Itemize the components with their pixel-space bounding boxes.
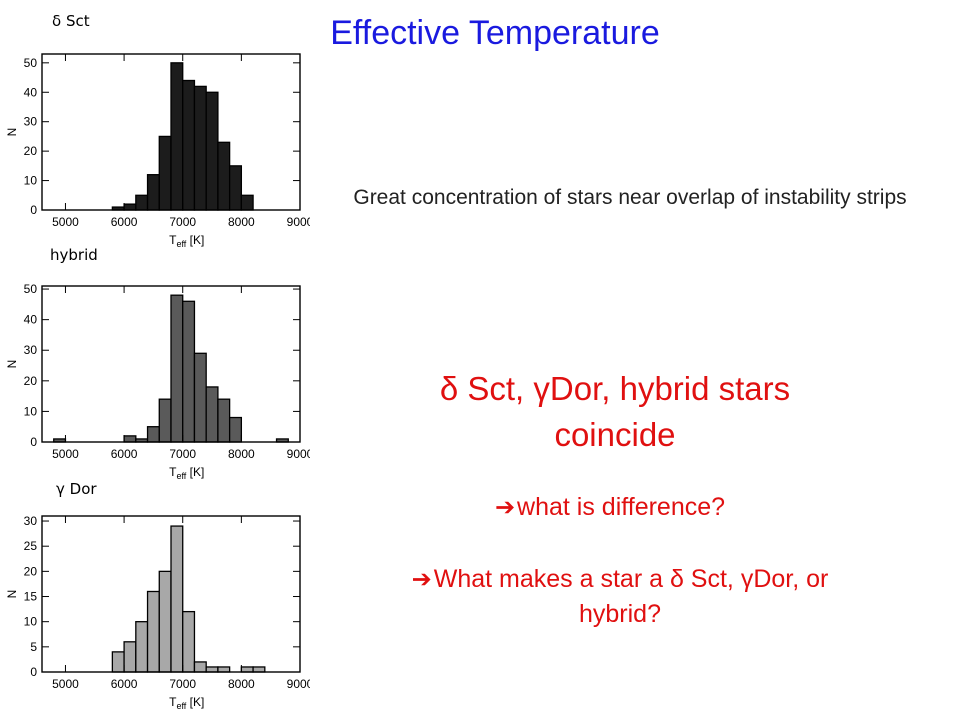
bullet-what-makes: ➔What makes a star a δ Sct, γDor, or hyb… — [370, 562, 870, 631]
y-tick-label: 10 — [24, 174, 38, 188]
histogram-bar — [158, 135, 172, 211]
y-tick-label: 50 — [24, 56, 38, 70]
y-tick-label: 20 — [24, 144, 38, 158]
histogram-bar — [217, 141, 231, 211]
x-tick-label: 5000 — [52, 447, 79, 461]
x-tick-label: 7000 — [169, 215, 196, 229]
plot-frame — [41, 285, 301, 443]
x-tick-label: 8000 — [228, 677, 255, 691]
y-tick-label: 5 — [30, 640, 37, 654]
histogram-bar — [193, 661, 207, 673]
plot-frame — [41, 515, 301, 673]
y-tick-label: 40 — [24, 85, 38, 99]
y-tick-label: 0 — [30, 665, 37, 679]
y-axis-label: N — [5, 360, 19, 369]
histogram-bar — [205, 386, 219, 443]
x-tick-label: 8000 — [228, 215, 255, 229]
y-tick-label: 20 — [24, 564, 38, 578]
histogram-bar — [182, 79, 196, 211]
histogram-bar — [228, 165, 243, 211]
histogram-bar — [217, 666, 231, 673]
x-axis-label: Teff [K] — [169, 233, 204, 249]
y-tick-label: 30 — [24, 115, 38, 129]
panel-label-hybrid: hybrid — [50, 246, 98, 264]
histogram-bar — [217, 398, 231, 443]
concentration-note: Great concentration of stars near overla… — [353, 186, 907, 209]
histogram-bar — [240, 194, 254, 211]
x-tick-label: 6000 — [111, 215, 138, 229]
y-tick-label: 20 — [24, 374, 38, 388]
x-axis-label: Teff [K] — [169, 465, 204, 481]
y-tick-label: 30 — [24, 514, 38, 528]
histogram-bar — [205, 91, 219, 211]
histogram-bar — [182, 300, 196, 443]
y-axis-label: N — [5, 128, 19, 137]
histogram-bar — [252, 666, 266, 673]
histogram-bar — [182, 610, 196, 673]
y-tick-label: 15 — [24, 590, 38, 604]
x-tick-label: 8000 — [228, 447, 255, 461]
histogram-bar — [193, 352, 207, 443]
x-tick-label: 5000 — [52, 677, 79, 691]
histogram-bar — [158, 398, 172, 443]
histogram-bar — [146, 590, 160, 673]
histogram-bar — [205, 666, 219, 673]
arrow-right-icon: ➔ — [494, 494, 516, 521]
histogram-bar — [170, 525, 184, 673]
plot-frame — [41, 53, 301, 211]
histogram-bar — [123, 203, 137, 211]
x-tick-label: 6000 — [111, 447, 138, 461]
histogram-bar — [111, 651, 125, 673]
histogram-bar — [146, 426, 160, 443]
y-tick-label: 0 — [30, 203, 37, 217]
panel-label-gamma-dor: γ Dor — [56, 480, 97, 498]
histogram-bar — [158, 570, 172, 673]
y-tick-label: 40 — [24, 313, 38, 327]
x-tick-label: 6000 — [111, 677, 138, 691]
histogram-bar — [193, 85, 207, 211]
y-tick-label: 30 — [24, 343, 38, 357]
x-tick-label: 7000 — [169, 677, 196, 691]
histogram-bar — [135, 194, 149, 211]
y-tick-label: 10 — [24, 615, 38, 629]
histogram-bar — [123, 435, 137, 443]
histogram-bar — [135, 621, 149, 673]
arrow-right-icon: ➔ — [411, 566, 432, 593]
bullet-what-makes-text: What makes a star a δ Sct, γDor, or hybr… — [433, 565, 829, 628]
x-axis-label: Teff [K] — [169, 695, 204, 711]
histogram-bar — [123, 641, 137, 673]
y-axis-label: N — [5, 590, 19, 599]
histogram-bar — [240, 666, 254, 673]
histogram-bar — [170, 62, 184, 211]
slide-title: Effective Temperature — [330, 14, 660, 52]
y-tick-label: 25 — [24, 539, 38, 553]
panel-label-delta-sct: δ Sct — [52, 12, 90, 30]
y-tick-label: 50 — [24, 282, 38, 296]
bullet-difference-text: what is difference? — [517, 493, 726, 521]
x-tick-label: 7000 — [169, 447, 196, 461]
histogram-bar — [170, 294, 184, 443]
histogram-bar — [146, 174, 160, 211]
y-tick-label: 0 — [30, 435, 37, 449]
x-tick-label: 5000 — [52, 215, 79, 229]
y-tick-label: 10 — [24, 404, 38, 418]
histogram-bar — [228, 416, 243, 443]
bullet-difference: ➔what is difference? — [440, 490, 780, 525]
coincide-heading: δ Sct, γDor, hybrid stars coincide — [439, 370, 791, 453]
